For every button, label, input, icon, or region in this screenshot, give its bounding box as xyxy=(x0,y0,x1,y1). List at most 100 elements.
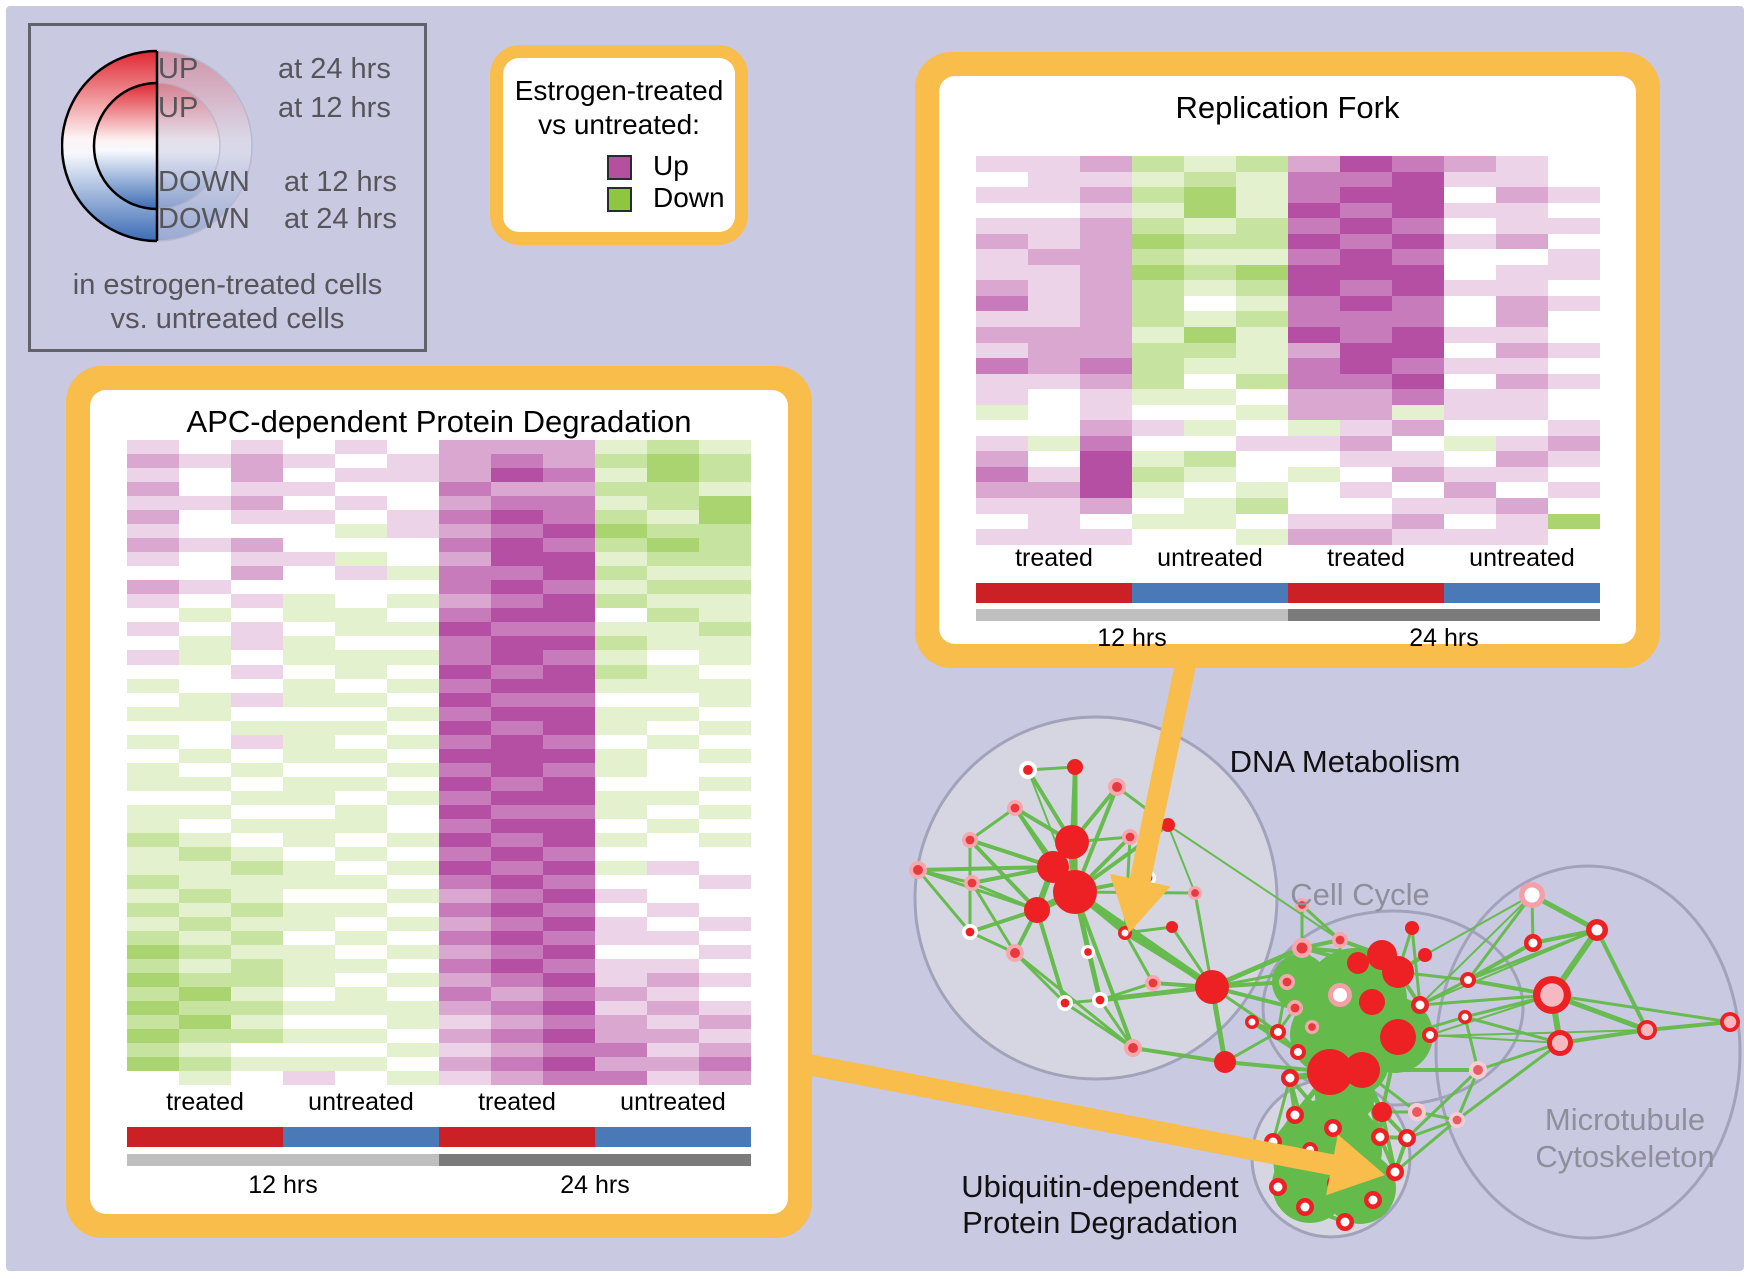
apc-cell-r16-c11 xyxy=(699,664,751,679)
repl-cell-r14-c6 xyxy=(1288,373,1340,390)
apc-cell-r23-c11 xyxy=(699,762,751,777)
apc-cell-r7-c8 xyxy=(543,538,595,553)
apc-cell-r6-c7 xyxy=(491,524,543,539)
apc-cell-r9-c0 xyxy=(127,566,179,581)
apc-cell-r0-c10 xyxy=(647,440,699,455)
apc-cell-r45-c10 xyxy=(647,1071,699,1086)
apc-cell-r13-c6 xyxy=(439,622,491,637)
apc-cell-r15-c4 xyxy=(335,650,387,665)
apc-cell-r25-c4 xyxy=(335,790,387,805)
repl-cell-r6-c6 xyxy=(1288,249,1340,265)
repl-cell-r5-c0 xyxy=(976,233,1028,250)
repl-cell-r8-c11 xyxy=(1548,280,1600,296)
repl-cell-r16-c5 xyxy=(1236,404,1288,421)
repl-cell-r15-c10 xyxy=(1496,389,1548,405)
apc-cell-r39-c1 xyxy=(179,987,231,1002)
repl-cell-r1-c10 xyxy=(1496,171,1548,188)
repl-group-label-0: treated xyxy=(1015,544,1093,572)
apc-cell-r3-c6 xyxy=(439,482,491,497)
apc-cell-r3-c3 xyxy=(283,482,335,497)
repl-cell-r24-c6 xyxy=(1288,529,1340,545)
apc-cell-r31-c4 xyxy=(335,874,387,889)
repl-cell-r7-c6 xyxy=(1288,264,1340,281)
apc-cell-r45-c6 xyxy=(439,1071,491,1086)
apc-heatmap xyxy=(127,440,751,1086)
repl-cell-r19-c2 xyxy=(1080,451,1132,467)
repl-cell-r17-c5 xyxy=(1236,420,1288,436)
repl-cell-r22-c3 xyxy=(1132,498,1184,514)
edge-138 xyxy=(1476,1041,1562,1072)
apc-cell-r16-c2 xyxy=(231,664,283,679)
apc-cell-r27-c8 xyxy=(543,818,595,833)
repl-cell-r4-c6 xyxy=(1288,218,1340,234)
repl-cell-r11-c2 xyxy=(1080,327,1132,343)
cluster-label-ubiquitin-degradation-0: Ubiquitin-dependent xyxy=(961,1169,1239,1204)
apc-cell-r19-c0 xyxy=(127,706,179,721)
apc-cell-r18-c11 xyxy=(699,692,751,707)
apc-cell-r5-c11 xyxy=(699,510,751,525)
apc-cell-r13-c4 xyxy=(335,622,387,637)
gene-node-52-core xyxy=(1551,1034,1569,1052)
apc-cell-r25-c10 xyxy=(647,790,699,805)
apc-cell-r18-c9 xyxy=(595,692,647,707)
repl-cell-r17-c1 xyxy=(1028,420,1080,436)
apc-cell-r30-c7 xyxy=(491,860,543,875)
repl-cell-r8-c1 xyxy=(1028,280,1080,296)
repl-cell-r15-c8 xyxy=(1392,389,1444,405)
edge-136 xyxy=(1550,993,1732,1024)
repl-cell-r7-c10 xyxy=(1496,264,1548,281)
repl-cell-r8-c10 xyxy=(1496,280,1548,296)
apc-cell-r20-c9 xyxy=(595,720,647,735)
gene-node-8 xyxy=(1037,851,1069,883)
apc-group-label-0: treated xyxy=(166,1088,244,1116)
edge-34 xyxy=(1086,950,1102,1002)
repl-cell-r23-c1 xyxy=(1028,513,1080,530)
repl-cell-r11-c3 xyxy=(1132,327,1184,343)
apc-cell-r11-c9 xyxy=(595,594,647,609)
apc-cell-r0-c0 xyxy=(127,440,179,455)
repl-cell-r23-c9 xyxy=(1444,513,1496,530)
apc-cell-r37-c9 xyxy=(595,959,647,974)
apc-cell-r11-c2 xyxy=(231,594,283,609)
edge-58 xyxy=(968,838,1039,912)
repl-cell-r3-c3 xyxy=(1132,202,1184,219)
apc-cell-r16-c9 xyxy=(595,664,647,679)
apc-cell-r31-c10 xyxy=(647,874,699,889)
edge-144 xyxy=(1455,1068,1480,1122)
apc-cell-r31-c5 xyxy=(387,874,439,889)
apc-cell-r21-c0 xyxy=(127,734,179,749)
apc-cell-r36-c9 xyxy=(595,945,647,960)
repl-cell-r14-c11 xyxy=(1548,373,1600,390)
replication-fork-panel: Replication Fork treated untreated treated u… xyxy=(915,52,1660,668)
repl-cell-r21-c5 xyxy=(1236,482,1288,499)
apc-cell-r14-c10 xyxy=(647,636,699,651)
apc-cell-r28-c10 xyxy=(647,832,699,847)
repl-cell-r24-c9 xyxy=(1444,529,1496,545)
repl-cell-r24-c5 xyxy=(1236,529,1288,545)
apc-cell-r23-c6 xyxy=(439,762,491,777)
apc-cell-r16-c7 xyxy=(491,664,543,679)
repl-cell-r11-c7 xyxy=(1340,327,1392,343)
apc-cell-r38-c4 xyxy=(335,973,387,988)
apc-cell-r45-c5 xyxy=(387,1071,439,1086)
repl-cell-r12-c10 xyxy=(1496,342,1548,359)
repl-cell-r1-c11 xyxy=(1548,171,1600,188)
apc-cell-r15-c1 xyxy=(179,650,231,665)
repl-cell-r10-c3 xyxy=(1132,311,1184,328)
apc-cell-r29-c0 xyxy=(127,846,179,861)
apc-cell-r36-c3 xyxy=(283,945,335,960)
repl-cell-r12-c4 xyxy=(1184,342,1236,359)
apc-cell-r38-c10 xyxy=(647,973,699,988)
gene-node-38 xyxy=(1307,1049,1353,1095)
apc-cell-r18-c7 xyxy=(491,692,543,707)
apc-cell-r19-c11 xyxy=(699,706,751,721)
apc-cell-r44-c7 xyxy=(491,1057,543,1072)
apc-cell-r45-c11 xyxy=(699,1071,751,1086)
apc-cell-r26-c7 xyxy=(491,804,543,819)
apc-cell-r2-c6 xyxy=(439,468,491,483)
apc-cell-r11-c8 xyxy=(543,594,595,609)
apc-cell-r6-c2 xyxy=(231,524,283,539)
apc-cell-r34-c2 xyxy=(231,917,283,932)
cluster-cell-cycle xyxy=(1261,909,1525,1107)
repl-cell-r16-c3 xyxy=(1132,404,1184,421)
